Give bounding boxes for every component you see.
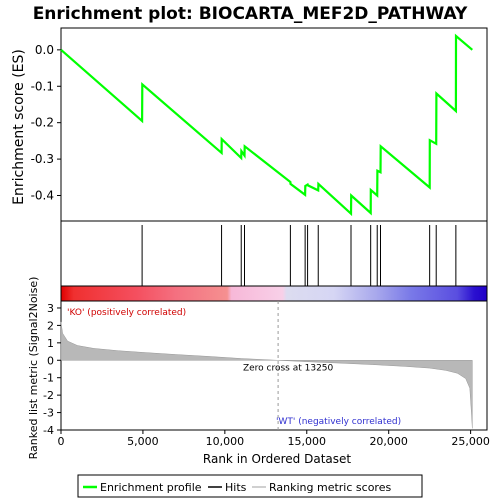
x-tick-label: 5,000: [127, 435, 159, 448]
ranking-metric-area: [60, 321, 473, 429]
metric-y-axis-label: Ranked list metric (Signal2Noise): [27, 277, 40, 460]
legend-label: Hits: [225, 481, 247, 494]
hits-marks: [141, 225, 457, 286]
es-y-tick-label: -0.2: [31, 116, 54, 130]
es-y-tick-label: -0.3: [31, 152, 54, 166]
metric-y-tick-label: 3: [47, 302, 54, 315]
negative-correlation-label: 'WT' (negatively correlated): [276, 417, 401, 427]
metric-y-tick-label: -2: [43, 389, 54, 402]
metric-x-axis: 0 5,000 10,000 15,000 20,000 25,000: [58, 430, 490, 448]
metric-y-tick-label: -4: [43, 424, 54, 437]
ranking-color-bar: [60, 285, 488, 302]
positive-correlation-label: 'KO' (positively correlated): [67, 308, 186, 318]
metric-y-axis: 3 2 1 0 -1 -2 -3 -4: [43, 302, 61, 437]
x-tick-label: 15,000: [288, 435, 327, 448]
metric-y-tick-label: 2: [47, 319, 54, 332]
metric-x-axis-label: Rank in Ordered Dataset: [203, 452, 351, 466]
es-panel-frame: [60, 27, 488, 222]
es-y-axis-label: Enrichment score (ES): [11, 49, 27, 205]
es-y-axis: 0.0 -0.1 -0.2 -0.3 -0.4: [31, 43, 61, 203]
chart-title: Enrichment plot: BIOCARTA_MEF2D_PATHWAY: [33, 4, 468, 24]
zero-cross-label: Zero cross at 13250: [243, 363, 334, 373]
es-y-tick-label: 0.0: [35, 43, 54, 57]
legend-label: Ranking metric scores: [269, 481, 391, 494]
legend-label: Enrichment profile: [100, 481, 202, 494]
hits-panel-frame: [60, 220, 488, 287]
enrichment-profile-line: [60, 33, 474, 217]
metric-y-tick-label: 1: [47, 337, 54, 350]
legend-item-ranking-metric: Ranking metric scores: [252, 481, 391, 494]
legend-item-hits: Hits: [208, 481, 247, 494]
legend-box: [77, 474, 423, 498]
es-y-tick-label: -0.1: [31, 79, 54, 93]
x-tick-label: 20,000: [369, 435, 408, 448]
metric-y-tick-label: 0: [47, 354, 54, 367]
es-y-tick-label: -0.4: [31, 189, 54, 203]
legend-item-enrichment-profile: Enrichment profile: [83, 481, 202, 494]
metric-y-tick-label: -3: [43, 407, 54, 420]
x-tick-label: 25,000: [451, 435, 490, 448]
x-tick-label: 10,000: [206, 435, 245, 448]
metric-y-tick-label: -1: [43, 372, 54, 385]
x-tick-label: 0: [58, 435, 65, 448]
